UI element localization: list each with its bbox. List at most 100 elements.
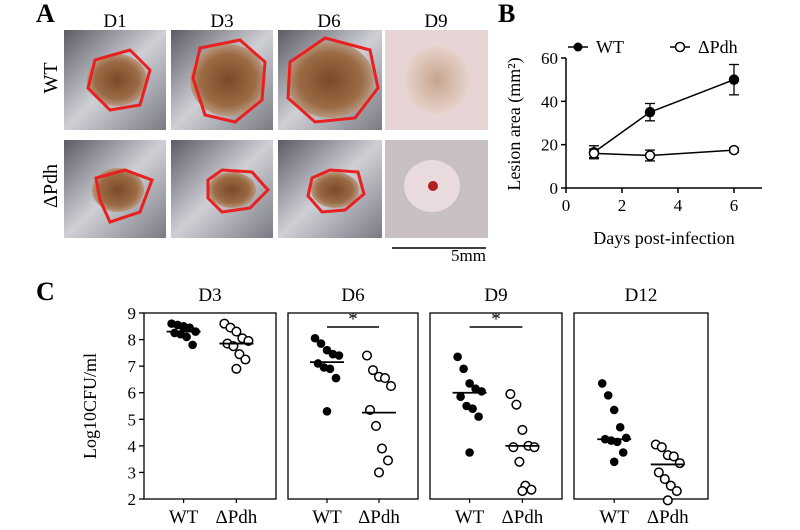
c-point-pdh [385,381,397,392]
b-axes: 0 20 40 60 0 2 4 6 [541,49,762,215]
row-label-wt: WT [40,62,62,93]
c-point-pdh [382,455,394,466]
c-ytick-label: 7 [128,357,137,376]
panel-c-chart: Log10CFU/ml 2 3 4 5 6 7 8 9 D3 WT ΔPdh D6 WT ΔPdh D9 WT… [80,285,709,528]
c-subplot-title: D9 [484,285,507,306]
c-point-pdh [526,484,537,495]
c-ytick-label: 6 [128,384,137,403]
c-point-pdh [373,467,385,478]
panel-label-b: B [498,0,515,28]
c-point-wt [477,387,486,396]
c-point-wt [334,351,344,360]
c-point-pdh [514,456,525,467]
c-point-wt [474,412,483,421]
c-point-pdh [653,467,664,478]
c-ytick-label: 2 [128,490,137,509]
b-marks [588,63,740,162]
legend-pdh-label: ΔPdh [698,37,738,57]
c-point-wt [468,404,477,413]
b-ytick-label: 0 [550,179,559,198]
c-point-pdh [367,365,379,376]
c-ytick-label: 3 [128,463,137,482]
c-point-wt [597,379,607,388]
b-xtick-label: 2 [618,196,627,215]
c-subplot-title: D3 [198,285,221,306]
c-point-wt [322,407,332,416]
photo-pdh-d9 [385,140,488,238]
c-point-wt [615,422,625,432]
panel-b-chart: WT ΔPdh Lesion area (mm²) Days post-infe… [504,37,762,248]
legend-wt-label: WT [596,37,624,57]
c-point-wt [609,405,619,415]
c-point-wt [316,339,326,348]
c-ytick-label: 8 [128,331,137,350]
c-xtick-label-pdh: ΔPdh [358,507,400,528]
c-point-pdh [529,442,540,453]
b-ytick-label: 60 [541,49,558,68]
c-point-wt [331,373,341,383]
panel-label-c: C [36,277,55,306]
c-point-pdh [505,388,516,400]
c-point-wt [325,364,335,374]
c-point-pdh [508,442,519,453]
c-axes: 2 3 4 5 6 7 8 9 D3 WT ΔPdh D6 WT ΔPdh D9 WT ΔPdh D12 WT ΔPd… [128,285,709,528]
c-sig-star: * [348,309,358,330]
c-subplot-frame-d6 [287,312,419,500]
b-ytick-label: 40 [541,92,558,111]
c-subplot-frame-d12 [573,312,709,500]
b-line-pdh [593,149,735,157]
c-point-pdh [511,399,522,410]
c-point-wt [621,433,631,443]
c-point-wt [609,457,619,467]
c-point-pdh [517,424,528,435]
c-subplot-frame-d3 [143,312,277,500]
c-point-wt [179,323,188,332]
c-point-wt [182,332,191,342]
c-point-pdh [231,326,242,337]
photo-wt-d9 [385,30,488,130]
b-ytick-label: 20 [541,136,558,155]
c-point-pdh [370,420,382,431]
c-point-pdh [668,451,679,462]
row-label-pdh: ΔPdh [40,164,62,208]
b-point-pdh [644,150,656,161]
panel-label-a: A [36,0,55,28]
c-point-wt [465,448,474,457]
c-point-wt [453,352,462,362]
c-point-pdh [231,363,242,374]
c-point-pdh [656,442,667,453]
b-point-wt [644,106,656,118]
b-line-wt [593,78,735,153]
b-xtick-label: 0 [562,196,571,215]
c-ytick-label: 4 [128,437,137,456]
c-point-wt [310,333,320,343]
day-label-d6: D6 [317,11,340,32]
day-label-d9: D9 [424,11,447,32]
c-sig-star: * [491,309,501,330]
scale-bar-label: 5mm [451,246,486,265]
photo-wt-d3 [171,30,273,130]
c-xtick-label-pdh: ΔPdh [502,507,544,528]
c-ytick-label: 5 [128,410,137,429]
photo-pdh-d6 [278,140,382,238]
c-point-pdh [379,373,391,384]
b-ylabel: Lesion area (mm²) [504,57,525,190]
c-ylabel: Log10CFU/ml [80,353,100,459]
b-point-pdh [728,144,740,156]
c-point-wt [603,391,613,400]
photo-pdh-d3 [171,140,273,238]
c-point-wt [618,448,628,457]
c-point-wt [188,340,197,350]
b-point-wt [728,74,740,85]
c-point-pdh [659,474,670,485]
b-point-pdh [588,148,600,159]
panel-a: D1 D3 D6 D9 WT ΔPdh [40,11,488,265]
c-xtick-label-wt: WT [312,507,342,528]
c-point-pdh [376,443,388,454]
c-subplot-frame-d9 [429,312,563,500]
day-label-d3: D3 [210,11,233,32]
c-point-pdh [517,485,528,497]
photo-wt-d1 [64,30,166,130]
b-xtick-label: 6 [730,196,739,215]
